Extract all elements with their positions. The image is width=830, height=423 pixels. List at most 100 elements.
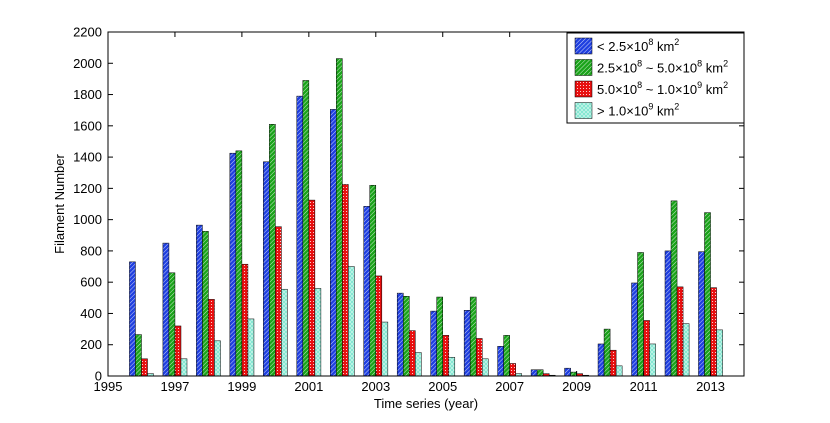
- bar-2013-series-2: [704, 212, 711, 377]
- y-tick-label: 600: [80, 275, 102, 290]
- bar-1997-series-3: [174, 325, 182, 377]
- x-tick-label: 2005: [428, 379, 457, 394]
- bar-2005-series-3: [442, 335, 450, 377]
- x-tick-label: 2011: [630, 379, 658, 394]
- y-tick-label: 200: [80, 337, 102, 352]
- legend-label-1: < 2.5×108 km2: [597, 37, 679, 54]
- legend: < 2.5×108 km2 2.5×108 ~ 5.0×108 km2 5.0×10…: [566, 32, 745, 124]
- legend-swatch-1: [574, 37, 593, 55]
- y-axis-title: Filament Number: [52, 153, 67, 253]
- bar-2006-series-2: [469, 296, 477, 377]
- x-tick-label: 1999: [227, 379, 256, 394]
- bar-2005-series-2: [436, 296, 443, 377]
- bar-2002-series-1: [330, 109, 337, 377]
- x-tick-label: 2007: [495, 379, 524, 394]
- bar-2001-series-4: [314, 288, 322, 377]
- y-tick-label: 400: [80, 306, 102, 321]
- bar-1999-series-3: [241, 263, 249, 377]
- y-tick-label: 1000: [73, 212, 102, 227]
- bar-1998-series-3: [208, 299, 215, 377]
- bar-2012-series-2: [670, 200, 678, 377]
- bar-2011-series-2: [637, 252, 644, 377]
- bar-1997-series-1: [162, 242, 170, 377]
- bar-1997-series-4: [180, 358, 188, 377]
- x-tick-label: 1997: [160, 379, 189, 394]
- bar-2006-series-3: [475, 338, 483, 377]
- bar-2004-series-1: [396, 292, 404, 377]
- bar-2010-series-1: [597, 343, 605, 377]
- y-tick-label: 1600: [73, 118, 102, 133]
- bar-2003-series-1: [363, 206, 371, 377]
- y-tick-label: 1400: [73, 150, 102, 165]
- y-tick-label: 2000: [73, 56, 102, 71]
- bar-1996-series-2: [135, 334, 142, 377]
- bar-2012-series-1: [664, 250, 672, 377]
- bar-2001-series-1: [296, 95, 304, 377]
- bars-layer: [129, 58, 723, 377]
- bar-2002-series-2: [336, 58, 343, 377]
- bar-2000-series-2: [269, 124, 276, 377]
- bar-2006-series-4: [481, 358, 489, 377]
- legend-label-4: > 1.0×109 km2: [597, 102, 679, 119]
- bar-2008-series-1: [530, 369, 538, 377]
- bar-2010-series-2: [603, 328, 611, 377]
- bar-2013-series-4: [716, 329, 723, 377]
- bar-2006-series-1: [463, 310, 471, 377]
- y-tick-label: 2200: [73, 25, 102, 40]
- bar-2010-series-4: [615, 365, 623, 377]
- bar-1999-series-1: [229, 152, 237, 377]
- bar-1998-series-2: [202, 231, 209, 377]
- bar-2007-series-1: [497, 346, 504, 377]
- bar-2007-series-3: [509, 363, 516, 377]
- bar-2013-series-1: [698, 251, 705, 377]
- bar-2002-series-3: [342, 184, 349, 377]
- legend-label-2: 2.5×108 ~ 5.0×108 km2: [597, 59, 728, 76]
- y-tick-label: 1200: [73, 181, 102, 196]
- bar-1999-series-2: [235, 150, 243, 377]
- bar-2009-series-2: [570, 371, 577, 377]
- y-tick-label: 0: [95, 369, 102, 384]
- bar-2012-series-4: [682, 323, 690, 377]
- bar-2004-series-3: [409, 330, 416, 377]
- x-tick-label: 2009: [562, 379, 591, 394]
- x-axis-title: Time series (year): [374, 396, 478, 411]
- bar-2007-series-2: [503, 335, 510, 377]
- legend-swatch-2: [574, 59, 593, 76]
- x-tick-label: 1995: [94, 379, 123, 394]
- bar-2011-series-1: [631, 282, 638, 377]
- bar-2000-series-1: [263, 161, 270, 377]
- x-tick-label: 2003: [361, 379, 390, 394]
- bar-1998-series-4: [214, 340, 221, 377]
- legend-box: [566, 32, 745, 124]
- bar-2003-series-3: [375, 275, 383, 377]
- x-tick-label: 2013: [696, 379, 725, 394]
- bar-2012-series-3: [676, 286, 684, 377]
- bar-2004-series-2: [402, 296, 410, 377]
- bar-1998-series-1: [196, 224, 203, 377]
- bar-2002-series-4: [348, 266, 355, 377]
- y-tick-label: 800: [80, 243, 102, 258]
- bar-2010-series-3: [609, 349, 617, 377]
- x-tick-label: 2001: [294, 379, 323, 394]
- bar-2001-series-2: [302, 80, 310, 377]
- bar-1996-series-1: [129, 261, 136, 377]
- ticks-layer: 1995 1997 1999 2001 2003 2005 2007 2009 2011 2013…: [73, 25, 744, 394]
- legend-swatch-4: [574, 102, 593, 119]
- bar-2008-series-2: [536, 369, 544, 377]
- y-tick-label: 1800: [73, 87, 102, 102]
- legend-label-3: 5.0×108 ~ 1.0×109 km2: [597, 80, 728, 97]
- bar-2011-series-4: [649, 343, 656, 377]
- plot-frame: [107, 31, 745, 377]
- bar-2005-series-4: [448, 356, 456, 377]
- bar-2013-series-3: [710, 287, 717, 377]
- bar-1999-series-4: [247, 318, 255, 377]
- bar-1996-series-3: [141, 358, 148, 377]
- bar-2005-series-1: [430, 310, 437, 377]
- bar-2001-series-3: [308, 199, 316, 377]
- bar-2009-series-1: [564, 367, 571, 377]
- bar-2004-series-4: [415, 352, 422, 377]
- bar-2011-series-3: [643, 320, 650, 377]
- bar-2003-series-2: [369, 184, 377, 377]
- bar-1997-series-2: [168, 272, 176, 377]
- bar-2000-series-3: [275, 226, 282, 377]
